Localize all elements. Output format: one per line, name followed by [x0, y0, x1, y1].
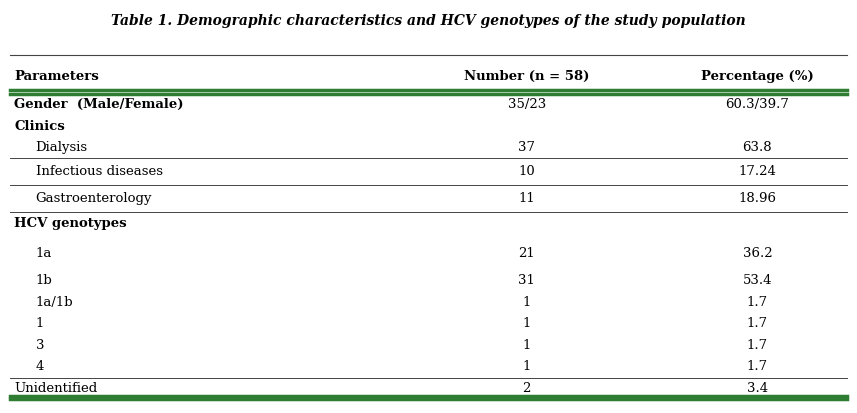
Text: 3.4: 3.4 [746, 382, 768, 395]
Text: 21: 21 [518, 247, 535, 260]
Text: 53.4: 53.4 [743, 274, 772, 287]
Text: 36.2: 36.2 [742, 247, 772, 260]
Text: Unidentified: Unidentified [15, 382, 98, 395]
Text: Number (n = 58): Number (n = 58) [464, 70, 590, 83]
Text: 1.7: 1.7 [746, 317, 768, 330]
Text: 1.7: 1.7 [746, 296, 768, 309]
Text: 17.24: 17.24 [739, 166, 776, 178]
Text: 18.96: 18.96 [739, 192, 776, 205]
Text: 1a/1b: 1a/1b [35, 296, 73, 309]
Text: 1.7: 1.7 [746, 339, 768, 352]
Text: Percentage (%): Percentage (%) [701, 70, 814, 83]
Text: Clinics: Clinics [15, 120, 65, 133]
Text: Table 1. Demographic characteristics and HCV genotypes of the study population: Table 1. Demographic characteristics and… [111, 14, 746, 28]
Text: 1a: 1a [35, 247, 52, 260]
Text: 1: 1 [523, 339, 531, 352]
Text: HCV genotypes: HCV genotypes [15, 217, 127, 230]
Text: Dialysis: Dialysis [35, 141, 87, 154]
Text: 31: 31 [518, 274, 535, 287]
Text: 1: 1 [523, 296, 531, 309]
Text: 60.3/39.7: 60.3/39.7 [725, 98, 789, 111]
Text: 37: 37 [518, 141, 536, 154]
Text: 3: 3 [35, 339, 44, 352]
Text: Gender  (Male/Female): Gender (Male/Female) [15, 98, 183, 111]
Text: 1: 1 [523, 317, 531, 330]
Text: 1b: 1b [35, 274, 52, 287]
Text: 2: 2 [523, 382, 531, 395]
Text: 1: 1 [35, 317, 44, 330]
Text: 35/23: 35/23 [507, 98, 546, 111]
Text: Gastroenterology: Gastroenterology [35, 192, 152, 205]
Text: Parameters: Parameters [15, 70, 99, 83]
Text: 63.8: 63.8 [742, 141, 772, 154]
Text: 1.7: 1.7 [746, 361, 768, 373]
Text: 10: 10 [518, 166, 535, 178]
Text: 1: 1 [523, 361, 531, 373]
Text: 4: 4 [35, 361, 44, 373]
Text: 11: 11 [518, 192, 535, 205]
Text: Infectious diseases: Infectious diseases [35, 166, 163, 178]
